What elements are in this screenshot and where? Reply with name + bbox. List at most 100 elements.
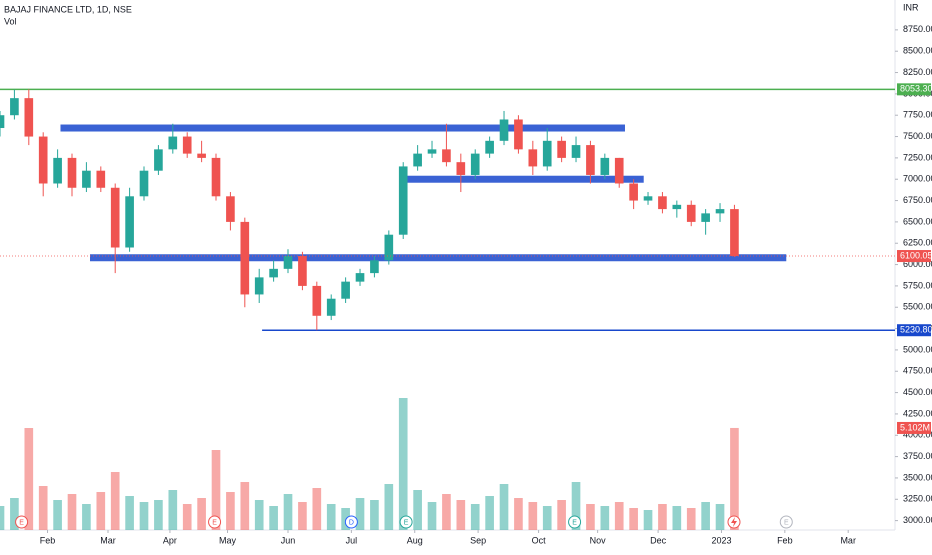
candle-body xyxy=(499,119,509,141)
volume-bar xyxy=(715,504,725,530)
candle-body xyxy=(10,98,19,116)
last-price-label: 6100.05 xyxy=(900,250,932,260)
volume-bar xyxy=(427,502,437,530)
candle-body xyxy=(701,213,710,222)
volume-bar xyxy=(456,500,466,530)
candle-body xyxy=(557,140,566,158)
volume-bar xyxy=(10,498,19,530)
candle-body xyxy=(456,162,466,175)
candle-body xyxy=(182,136,192,154)
candle-body xyxy=(211,157,221,197)
candle-body xyxy=(370,260,379,274)
candle-body xyxy=(154,149,163,171)
volume-bar xyxy=(586,504,595,530)
volume-bar xyxy=(442,494,451,530)
candle-body xyxy=(686,204,696,222)
candle-body xyxy=(312,285,322,316)
candle-body xyxy=(514,119,523,150)
y-tick-label: 5750.00 xyxy=(903,280,932,290)
chart-title: BAJAJ FINANCE LTD, 1D, NSE xyxy=(4,4,132,14)
zone-band xyxy=(90,254,787,262)
event-label: E xyxy=(572,519,577,526)
volume-bar xyxy=(298,502,307,530)
candle-body xyxy=(672,204,682,210)
volume-bar xyxy=(730,427,739,530)
volume-bar xyxy=(571,482,581,530)
x-tick-label: Mar xyxy=(100,535,116,545)
lightning-icon xyxy=(727,515,741,529)
x-tick-label: Dec xyxy=(650,535,667,545)
x-tick-label: Sep xyxy=(470,535,486,545)
candle-body xyxy=(427,149,437,154)
candle-body xyxy=(240,221,250,295)
candle-body xyxy=(38,136,48,184)
event-marker xyxy=(208,515,222,529)
candle-body xyxy=(384,234,394,261)
volume-bar xyxy=(370,500,379,530)
event-marker xyxy=(399,515,413,529)
candle-body xyxy=(168,136,178,150)
volume-bar xyxy=(254,500,264,530)
candle-body xyxy=(730,209,739,257)
volume-bar xyxy=(485,496,494,530)
level-label-box xyxy=(897,324,931,337)
volume-bar xyxy=(355,498,365,530)
volume-bar xyxy=(154,500,163,530)
x-tick-label: Jun xyxy=(281,535,296,545)
volume-bar xyxy=(226,492,235,530)
volume-bar xyxy=(528,502,538,530)
zone-band xyxy=(60,124,625,132)
candle-body xyxy=(96,170,106,188)
candle-body xyxy=(413,153,422,167)
candle-body xyxy=(197,153,206,158)
y-tick-label: 7250.00 xyxy=(903,152,932,162)
volume-bar xyxy=(125,496,134,530)
volume-bar xyxy=(38,486,48,530)
zone-band xyxy=(400,175,644,183)
volume-bar xyxy=(686,508,696,530)
x-tick-label: 2023 xyxy=(711,535,731,545)
last-price-box xyxy=(897,250,931,263)
y-tick-label: 8500.00 xyxy=(903,46,932,56)
y-tick-label: 6250.00 xyxy=(903,238,932,248)
candle-body xyxy=(82,170,91,188)
volume-bar xyxy=(514,498,523,530)
volume-bar xyxy=(211,450,221,530)
candle-body xyxy=(67,157,77,188)
volume-bar xyxy=(312,488,322,530)
x-tick-label: Mar xyxy=(840,535,856,545)
y-tick-label: 4250.00 xyxy=(903,408,932,418)
event-label: E xyxy=(784,519,789,526)
y-tick-label: 7500.00 xyxy=(903,131,932,141)
volume-bar xyxy=(413,490,422,530)
volume-bar xyxy=(384,484,394,530)
y-tick-label: 6500.00 xyxy=(903,216,932,226)
volume-bar xyxy=(182,504,192,530)
volume-bar xyxy=(542,506,552,530)
candle-body xyxy=(442,149,451,163)
y-tick-label: 6750.00 xyxy=(903,195,932,205)
y-tick-label: 4500.00 xyxy=(903,387,932,397)
volume-bar xyxy=(0,506,5,530)
candle-body xyxy=(110,187,120,248)
event-marker xyxy=(568,515,582,529)
y-tick-label: 6000.00 xyxy=(903,259,932,269)
event-label: E xyxy=(212,519,217,526)
candle-body xyxy=(398,166,408,235)
level-label: 8053.30 xyxy=(900,84,932,94)
event-marker xyxy=(779,515,793,529)
y-tick-label: 5500.00 xyxy=(903,302,932,312)
candle-body xyxy=(658,196,667,210)
event-label: E xyxy=(404,519,409,526)
y-axis-label: INR xyxy=(903,2,919,12)
volume-label-box xyxy=(897,421,931,434)
volume-bar xyxy=(82,504,91,530)
volume-bar xyxy=(269,506,278,530)
y-tick-label: 5000.00 xyxy=(903,344,932,354)
candle-body xyxy=(0,115,5,129)
event-marker xyxy=(344,515,358,529)
x-tick-label: Apr xyxy=(163,535,177,545)
candle-body xyxy=(542,140,552,167)
y-tick-label: 4750.00 xyxy=(903,366,932,376)
candle-body xyxy=(298,256,307,286)
